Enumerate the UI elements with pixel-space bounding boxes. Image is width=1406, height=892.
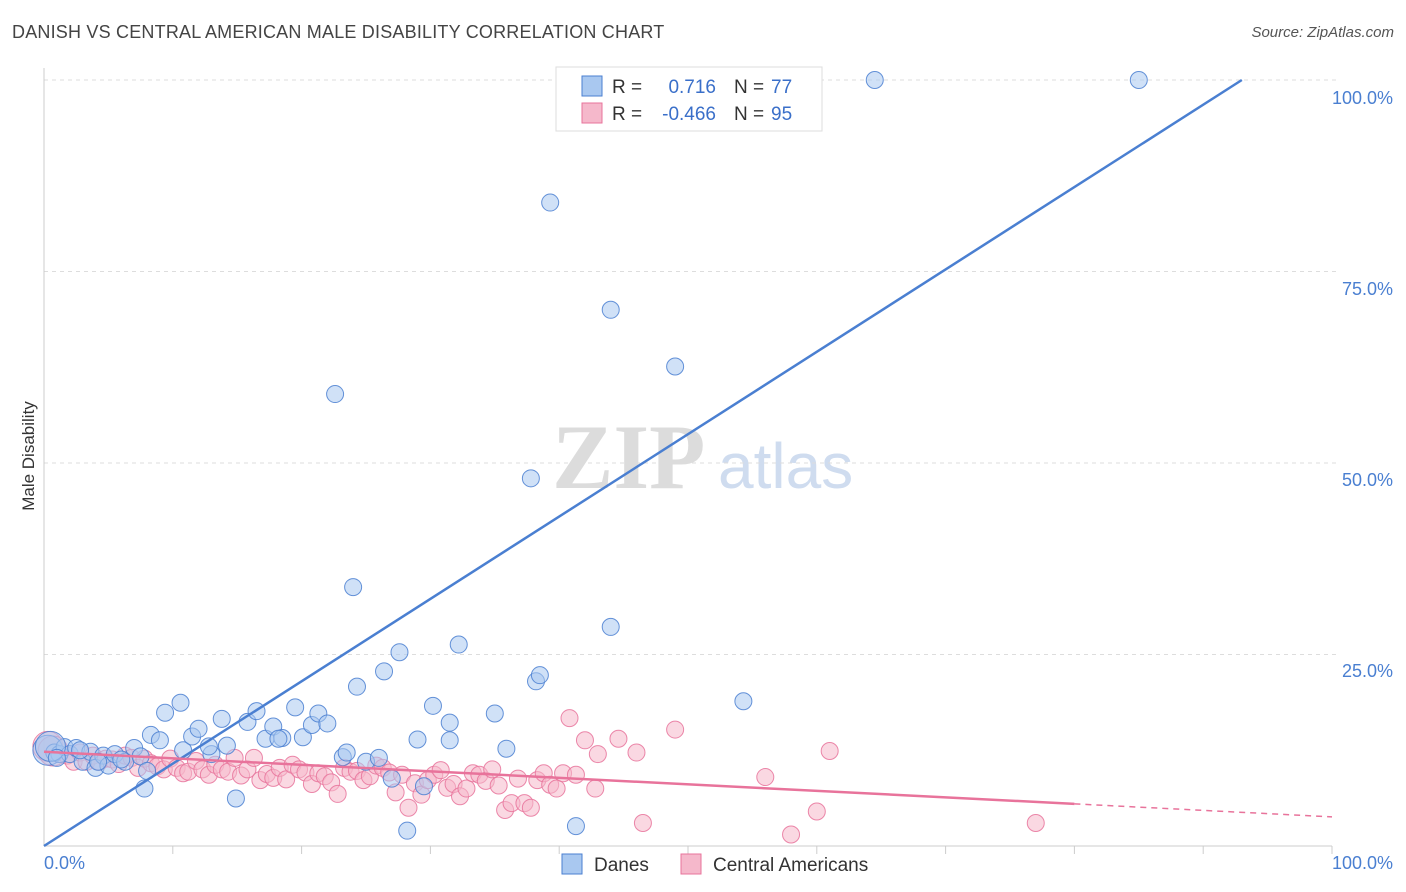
danes-point bbox=[408, 730, 427, 749]
danes-point bbox=[521, 469, 540, 488]
y-tick-label: 25.0% bbox=[1342, 661, 1393, 681]
central-american-point bbox=[586, 779, 605, 798]
central-american-point bbox=[566, 765, 585, 784]
danes-point bbox=[382, 769, 401, 788]
central-american-point bbox=[609, 729, 628, 748]
danes-point bbox=[217, 736, 236, 755]
y-tick-label: 75.0% bbox=[1342, 279, 1393, 299]
danes-point bbox=[390, 643, 409, 662]
danes-point bbox=[71, 741, 90, 760]
trend-line-central-americans bbox=[43, 750, 1075, 806]
legend-n-label: N = bbox=[734, 77, 764, 98]
danes-point bbox=[601, 617, 620, 636]
danes-point bbox=[398, 821, 417, 840]
danes-point bbox=[541, 193, 560, 212]
legend-n-label: N = bbox=[734, 104, 764, 125]
danes-point bbox=[497, 739, 516, 758]
legend-r-label: R = bbox=[612, 77, 642, 98]
central-american-point bbox=[560, 709, 579, 728]
danes-point bbox=[171, 693, 190, 712]
danes-point bbox=[449, 635, 468, 654]
x-ticks bbox=[172, 846, 1333, 854]
central-american-point bbox=[666, 720, 685, 739]
central-american-point bbox=[820, 742, 839, 761]
danes-point bbox=[414, 777, 433, 796]
legend-r-value-central: -0.466 bbox=[662, 104, 716, 125]
bottom-legend-swatch-central[interactable] bbox=[680, 853, 702, 875]
central-american-point bbox=[633, 814, 652, 833]
central-american-point bbox=[489, 776, 508, 795]
central-american-point bbox=[627, 743, 646, 762]
danes-point bbox=[344, 578, 363, 597]
central-american-point bbox=[431, 761, 450, 780]
legend-r-value-danes: 0.716 bbox=[668, 77, 716, 98]
x-tick-label-max: 100.0% bbox=[1332, 853, 1393, 873]
legend-n-value-danes: 77 bbox=[771, 77, 792, 98]
danes-point bbox=[666, 357, 685, 376]
central-american-point bbox=[521, 798, 540, 817]
trend-lines bbox=[43, 78, 1333, 848]
central-american-point bbox=[782, 825, 801, 844]
central-american-point bbox=[575, 731, 594, 750]
chart-title: DANISH VS CENTRAL AMERICAN MALE DISABILI… bbox=[12, 22, 665, 42]
danes-point bbox=[566, 817, 585, 836]
central-american-point bbox=[1026, 814, 1045, 833]
danes-point bbox=[375, 662, 394, 681]
legend-n-value-central: 95 bbox=[771, 104, 792, 125]
bottom-legend-label-danes[interactable]: Danes bbox=[594, 855, 649, 876]
y-axis-label: Male Disability bbox=[19, 401, 38, 511]
danes-point bbox=[423, 696, 442, 715]
danes-point bbox=[865, 71, 884, 89]
central-american-point bbox=[328, 784, 347, 803]
bottom-legend-swatch-danes[interactable] bbox=[561, 853, 583, 875]
central-american-point bbox=[547, 779, 566, 798]
grid bbox=[44, 79, 1340, 655]
correlation-legend: R = 0.716 N = 77 R = -0.466 N = 95 bbox=[555, 66, 823, 132]
watermark-atlas: atlas bbox=[718, 430, 853, 502]
legend-r-label: R = bbox=[612, 104, 642, 125]
danes-point bbox=[326, 385, 345, 404]
central-american-point bbox=[457, 779, 476, 798]
central-american-point bbox=[508, 769, 527, 788]
legend-swatch-central bbox=[581, 102, 603, 124]
danes-point bbox=[347, 677, 366, 696]
danes-point bbox=[293, 728, 312, 747]
danes-point bbox=[530, 666, 549, 685]
central-american-point bbox=[807, 802, 826, 821]
x-tick-label-min: 0.0% bbox=[44, 853, 85, 873]
central-american-point bbox=[399, 798, 418, 817]
y-tick-label: 50.0% bbox=[1342, 470, 1393, 490]
legend-swatch-danes bbox=[581, 75, 603, 97]
y-tick-labels: 25.0% 50.0% 75.0% 100.0% bbox=[1332, 88, 1393, 681]
danes-point bbox=[150, 731, 169, 750]
central-american-point bbox=[756, 768, 775, 787]
danes-point bbox=[112, 750, 131, 769]
trend-line-danes bbox=[43, 78, 1243, 848]
danes-point bbox=[318, 714, 337, 733]
danes-point bbox=[89, 752, 108, 771]
danes-point bbox=[734, 692, 753, 711]
bottom-legend-label-central[interactable]: Central Americans bbox=[713, 855, 868, 876]
danes-point bbox=[189, 719, 208, 738]
danes-point bbox=[369, 748, 388, 767]
watermark-zip: ZIP bbox=[552, 406, 705, 508]
danes-point bbox=[226, 789, 245, 808]
y-tick-label: 100.0% bbox=[1332, 88, 1393, 108]
danes-point bbox=[440, 713, 459, 732]
watermark: ZIP atlas bbox=[552, 406, 853, 508]
danes-point bbox=[440, 731, 459, 750]
danes-point bbox=[156, 703, 175, 722]
danes-point bbox=[337, 743, 356, 762]
central-american-point bbox=[588, 745, 607, 764]
chart-source: Source: ZipAtlas.com bbox=[1251, 24, 1394, 41]
danes-point bbox=[286, 698, 305, 717]
danes-point bbox=[485, 704, 504, 723]
trend-line-central-americans-extension bbox=[1074, 803, 1333, 818]
danes-point bbox=[212, 709, 231, 728]
danes-point bbox=[269, 729, 288, 748]
danes-point bbox=[601, 300, 620, 319]
series-legend: Danes Central Americans bbox=[561, 853, 868, 876]
danes-point bbox=[1129, 71, 1148, 89]
